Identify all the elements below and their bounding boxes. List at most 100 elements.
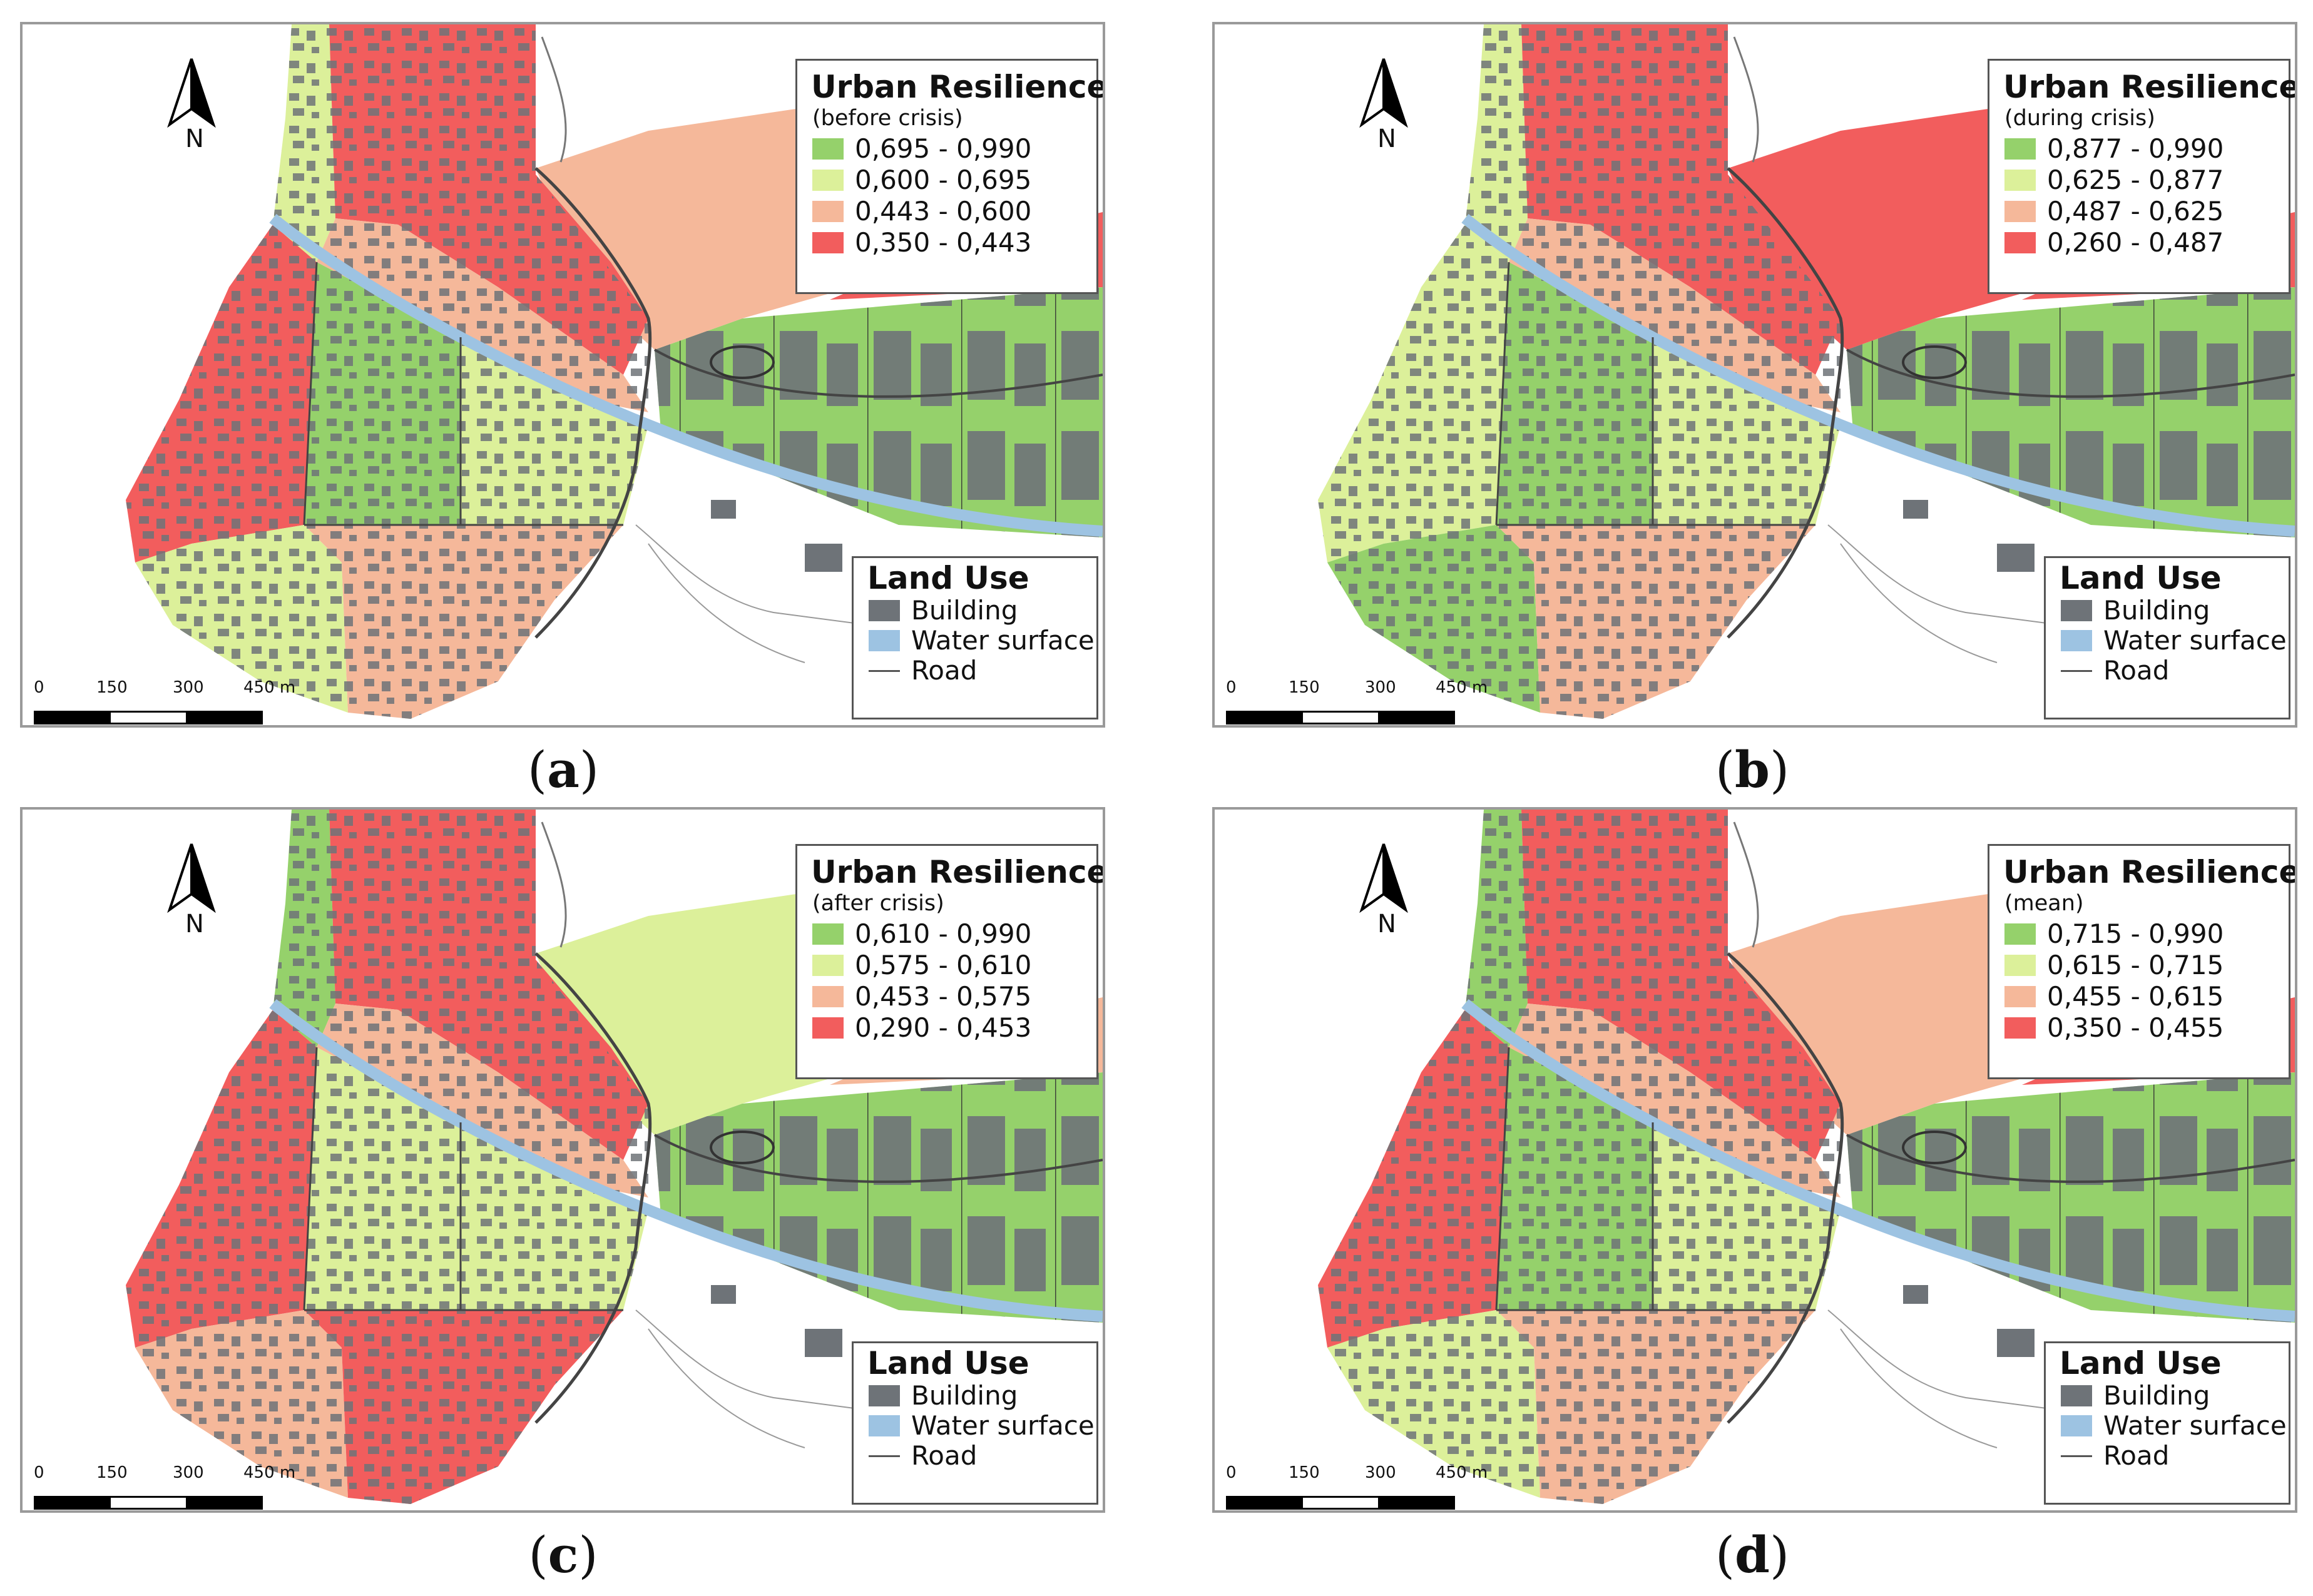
land-use-row: Building — [2061, 1380, 2289, 1411]
river — [1461, 999, 2295, 1322]
scale-segment — [36, 713, 111, 723]
class-label: 0,350 - 0,443 — [855, 227, 1032, 258]
map-canvas — [23, 810, 1103, 1510]
legend-row: 0,487 - 0,625 — [2004, 196, 2289, 227]
class-swatch — [812, 170, 844, 191]
legend-row: 0,877 - 0,990 — [2004, 133, 2289, 165]
class-swatch — [2004, 232, 2036, 253]
class-swatch — [812, 986, 844, 1007]
legend-row: 0,695 - 0,990 — [812, 133, 1096, 165]
land-use-label: Road — [911, 655, 978, 686]
building-swatch — [869, 600, 900, 621]
scale-bar: 0 150 300 450 m — [1226, 1463, 1488, 1510]
scale-tick-label: 0 — [1226, 678, 1237, 697]
class-swatch — [2004, 170, 2036, 191]
urban-resilience-legend: Urban Resilience (before crisis) 0,695 -… — [795, 59, 1105, 294]
land-use-row: Water surface — [2061, 625, 2289, 656]
legend-title: Urban Resilience — [2003, 854, 2297, 890]
class-swatch — [812, 955, 844, 976]
scale-bar-box — [34, 1496, 263, 1510]
land-use-label: Road — [2103, 655, 2170, 686]
road-swatch — [2061, 669, 2092, 672]
scale-tick-label: 0 — [34, 1463, 44, 1482]
land-use-label: Water surface — [2103, 625, 2287, 656]
scale-tick-label: 150 — [96, 1463, 128, 1482]
legend-title: Urban Resilience — [811, 854, 1105, 890]
scale-tick-label: 450 m — [243, 678, 296, 697]
legend-row: 0,290 - 0,453 — [812, 1012, 1096, 1044]
map-panel-d: N Urban Resilience (mean) 0,715 - 0,990 … — [1212, 807, 2297, 1513]
class-label: 0,290 - 0,453 — [855, 1012, 1032, 1043]
land-use-legend: Land Use Building Water surface Road — [852, 1341, 1098, 1505]
class-label: 0,487 - 0,625 — [2047, 196, 2224, 226]
land-use-row: Road — [869, 655, 1096, 686]
caption-a: (a) — [527, 740, 600, 799]
land-use-row: Road — [2061, 1440, 2289, 1471]
scale-segment — [1378, 713, 1453, 723]
map-panel-c: N Urban Resilience (after crisis) 0,610 … — [20, 807, 1105, 1513]
urban-resilience-legend: Urban Resilience (mean) 0,715 - 0,990 0,… — [1988, 844, 2297, 1079]
legend-subtitle: (during crisis) — [2004, 106, 2155, 131]
water-swatch — [869, 1415, 900, 1436]
class-label: 0,455 - 0,615 — [2047, 981, 2224, 1012]
legend-row: 0,350 - 0,455 — [2004, 1012, 2289, 1044]
road-swatch — [869, 1455, 900, 1457]
caption-c: (c) — [528, 1525, 598, 1584]
scale-tick-label: 300 — [173, 678, 204, 697]
land-use-row: Building — [869, 1380, 1096, 1411]
scale-tick-label: 0 — [34, 678, 44, 697]
class-swatch — [812, 201, 844, 222]
land-use-label: Road — [911, 1440, 978, 1471]
land-use-row: Road — [2061, 655, 2289, 686]
legend-subtitle: (mean) — [2004, 891, 2084, 916]
legend-row: 0,260 - 0,487 — [2004, 227, 2289, 258]
class-swatch — [2004, 955, 2036, 976]
map-panel-b: N Urban Resilience (during crisis) 0,877… — [1212, 22, 2297, 728]
legend-title: Urban Resilience — [811, 69, 1105, 105]
north-arrow-icon — [167, 58, 216, 128]
class-label: 0,350 - 0,455 — [2047, 1012, 2224, 1043]
land-use-row: Road — [869, 1440, 1096, 1471]
legend-row: 0,715 - 0,990 — [2004, 918, 2289, 950]
class-label: 0,625 - 0,877 — [2047, 165, 2224, 195]
scale-bar-box — [34, 711, 263, 724]
caption-d: (d) — [1715, 1525, 1790, 1584]
class-swatch — [812, 923, 844, 945]
north-arrow-icon — [167, 843, 216, 913]
class-label: 0,453 - 0,575 — [855, 981, 1032, 1012]
scale-segment — [186, 713, 261, 723]
scale-tick-label: 0 — [1226, 1463, 1237, 1482]
legend-subtitle: (before crisis) — [812, 106, 963, 131]
land-use-label: Building — [911, 1380, 1018, 1411]
land-use-row: Water surface — [2061, 1410, 2289, 1441]
class-label: 0,443 - 0,600 — [855, 196, 1032, 226]
water-swatch — [869, 630, 900, 651]
land-use-label: Building — [911, 595, 1018, 626]
land-use-legend: Land Use Building Water surface Road — [852, 556, 1098, 719]
map-panel-a: N Urban Resilience (before crisis) 0,695… — [20, 22, 1105, 728]
class-label: 0,260 - 0,487 — [2047, 227, 2224, 258]
land-use-row: Building — [2061, 595, 2289, 626]
class-swatch — [2004, 1017, 2036, 1039]
legend-row: 0,443 - 0,600 — [812, 196, 1096, 227]
north-label: N — [1377, 910, 1396, 938]
class-label: 0,600 - 0,695 — [855, 165, 1032, 195]
scale-bar-box — [1226, 711, 1455, 724]
land-use-label: Water surface — [2103, 1410, 2287, 1441]
class-label: 0,610 - 0,990 — [855, 918, 1032, 949]
scale-tick-label: 450 m — [243, 1463, 296, 1482]
scale-segment — [1228, 1498, 1303, 1508]
north-label: N — [185, 910, 204, 938]
land-use-label: Building — [2103, 1380, 2210, 1411]
class-swatch — [2004, 923, 2036, 945]
legend-row: 0,625 - 0,877 — [2004, 165, 2289, 196]
class-label: 0,615 - 0,715 — [2047, 950, 2224, 980]
building-swatch — [869, 1385, 900, 1406]
scale-bar: 0 150 300 450 m — [34, 678, 295, 724]
scale-bar-box — [1226, 1496, 1455, 1510]
scale-tick-label: 450 m — [1436, 1463, 1488, 1482]
legend-row: 0,575 - 0,610 — [812, 950, 1096, 981]
land-use-row: Building — [869, 595, 1096, 626]
scale-segment — [1378, 1498, 1453, 1508]
land-use-legend: Land Use Building Water surface Road — [2044, 1341, 2290, 1505]
